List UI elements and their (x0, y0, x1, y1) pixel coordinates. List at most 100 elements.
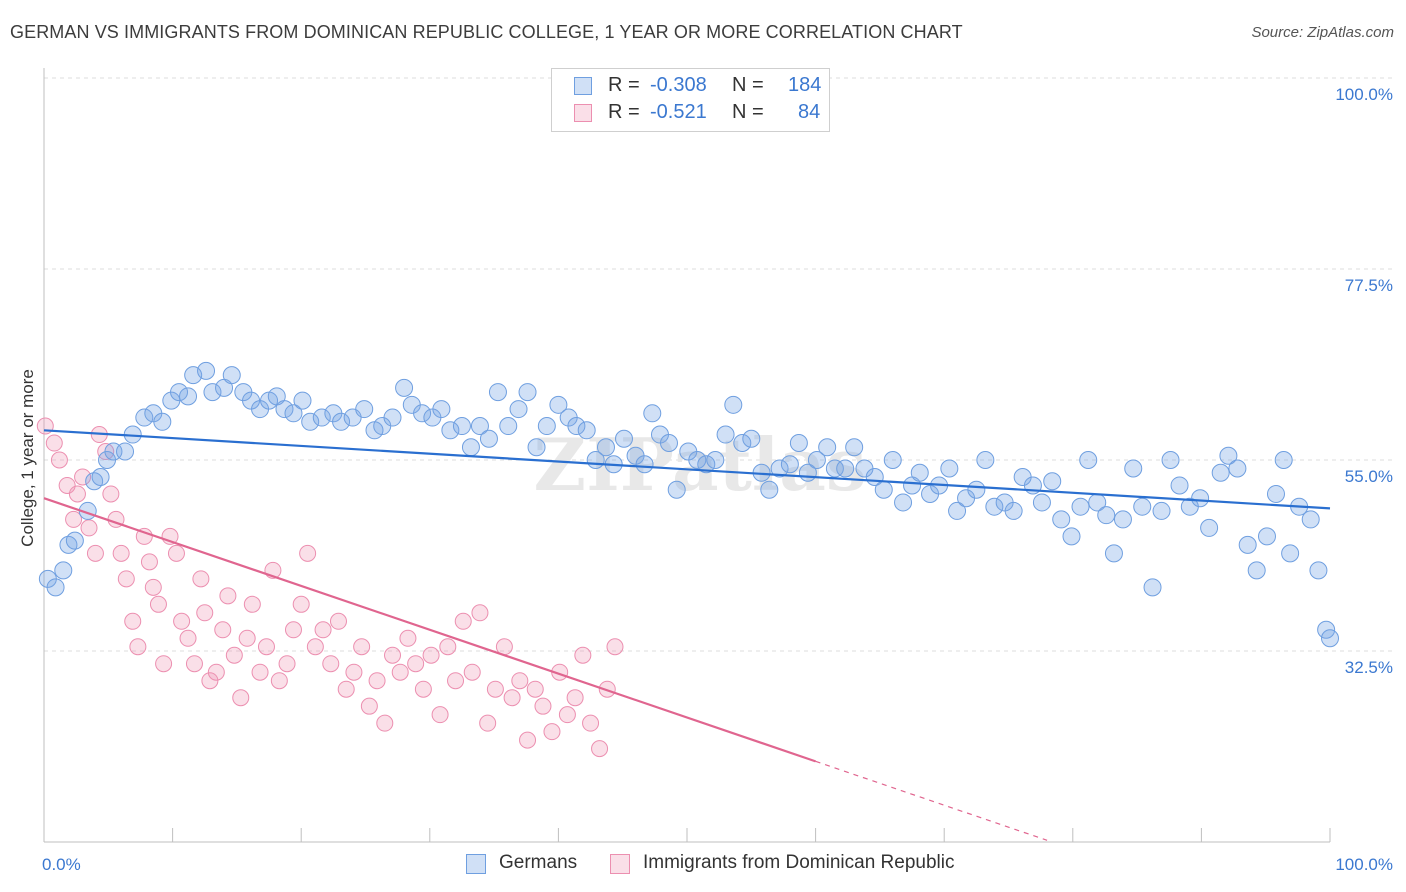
german-point (667, 480, 686, 499)
dominican-point (322, 655, 340, 673)
german-point (179, 387, 198, 406)
axes (43, 68, 1331, 843)
german-point (135, 408, 154, 427)
german-point (432, 400, 451, 419)
german-point (1238, 535, 1257, 554)
german-point (1004, 501, 1023, 520)
german-point (967, 480, 986, 499)
german-point (293, 391, 312, 410)
dominican-point (526, 680, 544, 698)
german-point (1281, 544, 1300, 563)
dominican-point (543, 723, 561, 741)
german-point (170, 383, 189, 402)
dominican-point (149, 595, 167, 613)
legend-r-value: -0.308 (650, 74, 707, 96)
german-point (537, 417, 556, 436)
german-point (284, 404, 303, 423)
trend-lines (43, 429, 1331, 841)
dominican-point (140, 553, 158, 571)
german-point (894, 493, 913, 512)
german-point (91, 467, 110, 486)
dominican-point (45, 434, 63, 452)
german-point (1104, 544, 1123, 563)
legend-r-label: R = (608, 101, 640, 123)
german-point (383, 408, 402, 427)
german-point (461, 438, 480, 457)
german-point (46, 578, 65, 597)
german-point (470, 417, 489, 436)
german-point (1097, 506, 1116, 525)
dominican-point (251, 663, 269, 681)
y-tick-label: 32.5% (1345, 658, 1393, 677)
dominican-point (232, 689, 250, 707)
correlation-legend: R = -0.308 N = 184 R = -0.521 N = 84 (551, 68, 830, 132)
german-point (1228, 459, 1247, 478)
dominican-point (270, 672, 288, 690)
dominican-point (299, 544, 317, 562)
source-label: Source: ZipAtlas.com (1251, 24, 1394, 41)
german-point (54, 561, 73, 580)
german-point (742, 429, 761, 448)
german-point (910, 463, 929, 482)
german-point (1309, 561, 1328, 580)
german-point (567, 417, 586, 436)
dominican-point (306, 638, 324, 656)
german-point (1071, 497, 1090, 516)
y-tick-label: 100.0% (1335, 85, 1393, 104)
german-point (203, 383, 222, 402)
dominican-point (558, 706, 576, 724)
dominican-point (574, 646, 592, 664)
german-point (395, 378, 414, 397)
dominican-point (407, 655, 425, 673)
dominican-point (219, 587, 237, 605)
dominican-point (80, 519, 98, 537)
dominican-point (591, 740, 609, 758)
germans-trend-line (43, 429, 1331, 510)
dominican-point (447, 672, 465, 690)
german-point (976, 451, 995, 469)
german-point (441, 421, 460, 440)
german-point (452, 417, 471, 436)
german-point (116, 442, 135, 461)
dominican-point (65, 510, 83, 528)
dominican-point (399, 629, 417, 647)
german-point (760, 480, 779, 499)
german-point (1317, 620, 1336, 639)
german-point (1219, 446, 1238, 465)
dominican-point (238, 629, 256, 647)
german-point (985, 497, 1004, 516)
german-point (948, 501, 967, 520)
dominican-point (463, 663, 481, 681)
german-point (1032, 493, 1051, 512)
german-point (697, 455, 716, 474)
dominican-point (225, 646, 243, 664)
german-point (706, 451, 725, 469)
dominican-point (314, 621, 332, 639)
german-point (1152, 501, 1171, 520)
german-point (780, 455, 799, 474)
dominican-point (179, 629, 197, 647)
bottom-legend-swatch-blue (466, 854, 486, 874)
german-point (1043, 472, 1062, 491)
dominican-point (454, 612, 472, 630)
dominican-point (74, 468, 92, 486)
german-point (807, 451, 826, 469)
dominican-point (257, 638, 275, 656)
dominican-point (329, 612, 347, 630)
dominican-point (422, 646, 440, 664)
german-point (577, 421, 596, 440)
german-point (614, 429, 633, 448)
german-point (222, 366, 241, 385)
german-point (659, 434, 678, 453)
german-point (1257, 527, 1276, 546)
legend-n-value: 184 (788, 74, 822, 96)
dominican-point (414, 680, 432, 698)
dominican-point (368, 672, 386, 690)
dominican-point (243, 595, 261, 613)
dominican-point (360, 697, 378, 715)
german-point (153, 412, 172, 431)
german-point (1266, 484, 1285, 503)
dominican-point (431, 706, 449, 724)
dominican-point (117, 570, 135, 588)
dominican-point (135, 527, 153, 545)
